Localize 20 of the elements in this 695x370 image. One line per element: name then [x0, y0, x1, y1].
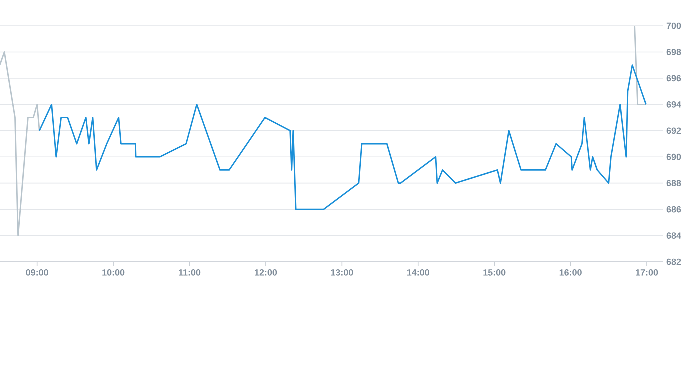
x-tick-label: 14:00 [407, 270, 430, 276]
y-tick-label: 694 [666, 101, 682, 108]
line-series [38, 64, 647, 210]
y-tick-label: 696 [666, 75, 682, 82]
y-tick-label: 684 [666, 232, 682, 239]
x-tick-label: 12:00 [255, 270, 278, 276]
x-tick-label: 16:00 [560, 270, 582, 276]
y-tick-label: 688 [666, 180, 682, 187]
x-tick-label: 17:00 [636, 270, 658, 276]
x-tick-label: 15:00 [484, 270, 506, 276]
y-tick-label: 686 [666, 206, 682, 213]
y-tick-label: 692 [666, 128, 682, 134]
y-tick-label: 690 [666, 154, 682, 160]
y-tick-label: 682 [666, 258, 682, 266]
x-tick-label: 11:00 [179, 270, 201, 276]
x-tick-label: 10:00 [102, 270, 125, 276]
y-tick-label: 700 [666, 22, 682, 30]
x-tick-label: 13:00 [331, 270, 354, 276]
x-tick-label: 09:00 [26, 270, 48, 276]
y-tick-label: 698 [666, 49, 682, 56]
